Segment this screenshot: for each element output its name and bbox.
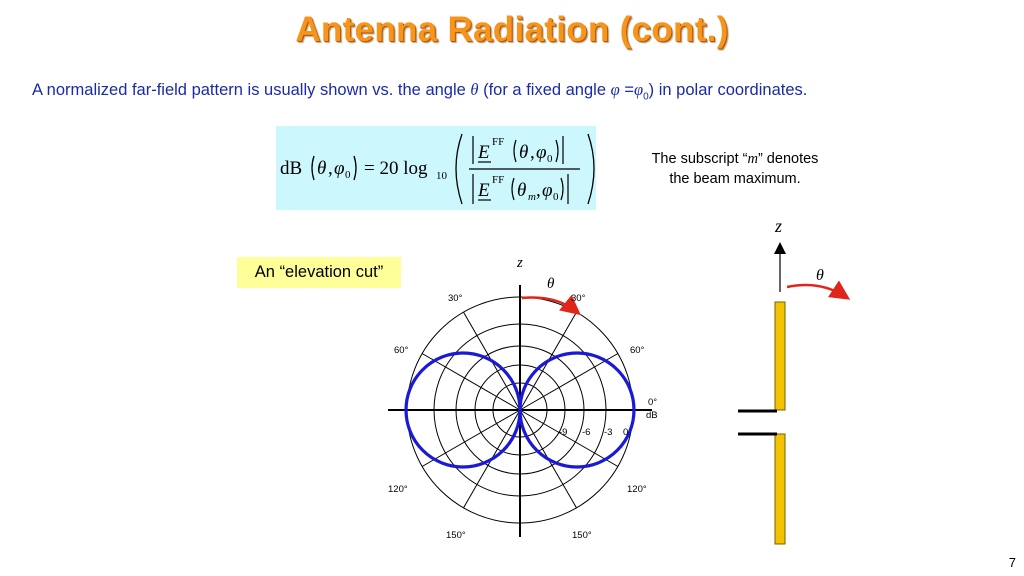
elevation-cut-label: An “elevation cut” bbox=[237, 257, 401, 288]
eq-num-phi-sub: 0 bbox=[547, 153, 553, 165]
dipole-antenna-diagram: z θ bbox=[738, 216, 851, 545]
subtitle-theta: θ bbox=[470, 80, 479, 99]
eq-num-ff: FF bbox=[492, 136, 504, 148]
beam-max-note: The subscript “m” denotes the beam maxim… bbox=[620, 149, 850, 189]
eq-coef: = 20 log bbox=[364, 158, 428, 179]
polar-z-label: z bbox=[516, 255, 523, 271]
eq-bigparen-r bbox=[587, 133, 595, 205]
antenna-theta-label: θ bbox=[816, 267, 824, 284]
subtitle-sub0: 0 bbox=[643, 91, 649, 103]
angle-label-150-right: 150° bbox=[572, 530, 592, 541]
theta-arrow bbox=[521, 294, 581, 316]
eq-theta: θ bbox=[317, 158, 326, 179]
db-label-db: dB bbox=[646, 410, 658, 421]
eq-den-paren-r bbox=[560, 177, 564, 201]
slide-subtitle: A normalized far-field pattern is usuall… bbox=[32, 80, 807, 102]
dipole-lower-arm bbox=[774, 433, 786, 545]
eq-num-theta: θ bbox=[519, 142, 528, 163]
beam-max-note-line1: The subscript “m” denotes bbox=[620, 149, 850, 169]
angle-label-150-left: 150° bbox=[446, 530, 466, 541]
slide-title: Antenna Radiation (cont.) bbox=[295, 10, 729, 49]
eq-phi-sub: 0 bbox=[345, 169, 351, 181]
subtitle-text-c: ) in polar coordinates. bbox=[648, 81, 808, 99]
eq-den-comma: , bbox=[536, 180, 541, 201]
eq-num-comma: , bbox=[530, 142, 535, 163]
eq-num-paren-l bbox=[513, 139, 517, 163]
angle-label-30-right: 30° bbox=[571, 293, 586, 304]
antenna-z-arrowhead bbox=[774, 242, 786, 254]
db-label-minus9: -9 bbox=[559, 427, 567, 438]
subtitle-phi: φ bbox=[610, 80, 620, 99]
eq-den-theta: θ bbox=[517, 180, 526, 201]
subtitle-phi0: φ bbox=[633, 80, 644, 99]
note-text-a: The subscript “ bbox=[651, 151, 748, 167]
polar-spoke-120l bbox=[421, 409, 521, 467]
eq-paren-l bbox=[311, 155, 315, 181]
subtitle-eq: = bbox=[619, 81, 634, 99]
note-m: m bbox=[747, 151, 758, 167]
eq-den-ff: FF bbox=[492, 174, 504, 186]
angle-label-60-left: 60° bbox=[394, 345, 409, 356]
angle-label-120-left: 120° bbox=[388, 484, 408, 495]
eq-log-base: 10 bbox=[436, 170, 448, 182]
eq-den-paren-l bbox=[511, 177, 515, 201]
polar-theta-label: θ bbox=[547, 276, 555, 292]
db-label-minus6: -6 bbox=[582, 427, 590, 438]
eq-den-phi: φ bbox=[542, 180, 553, 201]
polar-spoke-120r bbox=[519, 409, 619, 467]
eq-comma: , bbox=[328, 158, 333, 179]
antenna-theta-arrow bbox=[786, 280, 851, 300]
page-number: 7 bbox=[1008, 555, 1016, 570]
eq-phi: φ bbox=[334, 158, 345, 179]
eq-bigparen-l bbox=[455, 133, 463, 205]
subtitle-text-a: A normalized far-field pattern is usuall… bbox=[32, 81, 471, 99]
polar-spoke-60r bbox=[519, 353, 619, 411]
eq-den-m: m bbox=[528, 191, 536, 203]
antenna-z-label: z bbox=[774, 216, 782, 236]
polar-pattern-plot: z θ 30° 30° 60° 60° 120° 120° 150° 150° … bbox=[388, 255, 658, 541]
dipole-upper-arm bbox=[774, 301, 786, 411]
eq-num-phi: φ bbox=[536, 142, 547, 163]
db-label-zero-degree: 0° bbox=[648, 397, 657, 408]
eq-den-phi-sub: 0 bbox=[553, 191, 559, 203]
eq-den-E: E bbox=[477, 180, 490, 201]
note-text-b: ” denotes bbox=[757, 151, 819, 167]
angle-label-60-right: 60° bbox=[630, 345, 645, 356]
beam-max-note-line2: the beam maximum. bbox=[669, 171, 801, 187]
eq-num-paren-r bbox=[555, 139, 559, 163]
angle-label-120-right: 120° bbox=[627, 484, 647, 495]
polar-spoke-60l bbox=[421, 353, 521, 411]
eq-num-E: E bbox=[477, 142, 490, 163]
db-label-zero: 0 bbox=[623, 427, 628, 438]
angle-label-30-left: 30° bbox=[448, 293, 463, 304]
eq-lhs: dB bbox=[280, 158, 302, 179]
db-label-minus3: -3 bbox=[604, 427, 612, 438]
db-equation-box: dB θ , φ 0 = 20 log 10 E FF θ , φ 0 E FF… bbox=[276, 126, 596, 210]
subtitle-text-b: (for a fixed angle bbox=[478, 81, 611, 99]
eq-paren-r bbox=[353, 155, 357, 181]
pattern-lobe-left bbox=[404, 351, 522, 469]
